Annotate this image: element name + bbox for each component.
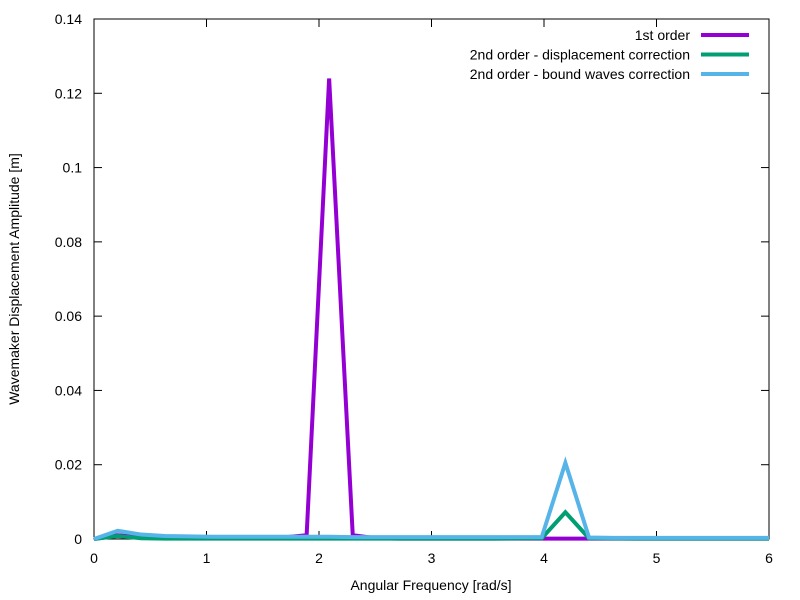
legend-label-3: 2nd order - bound waves correction [470, 66, 690, 82]
x-tick-label: 1 [203, 550, 211, 566]
plot-frame [93, 18, 770, 540]
y-tick-label: 0 [74, 531, 82, 547]
series-line-3 [93, 456, 769, 541]
y-tick-label: 0.12 [55, 85, 82, 101]
y-tick-label: 0.08 [55, 234, 82, 250]
y-tick-label: 0.02 [55, 457, 82, 473]
y-axis-label: Wavemaker Displacement Amplitude [m] [6, 153, 22, 405]
legend-label-2: 2nd order - displacement correction [470, 47, 690, 63]
x-tick-label: 3 [428, 550, 436, 566]
legend: 1st order 2nd order - displacement correc… [470, 27, 749, 82]
x-tick-label: 2 [315, 550, 323, 566]
x-tick-label: 0 [90, 550, 98, 566]
series-group [93, 78, 769, 541]
x-axis-label: Angular Frequency [rad/s] [350, 577, 511, 593]
ticks: 0 1 2 3 4 5 6 0 0.02 0.04 0.06 0.08 0.1 0.12 0.14 [55, 11, 773, 566]
x-tick-label: 5 [653, 550, 661, 566]
y-tick-label: 0.06 [55, 308, 82, 324]
y-tick-label: 0.04 [55, 382, 82, 398]
x-tick-label: 4 [540, 550, 548, 566]
x-tick-label: 6 [765, 550, 773, 566]
series-line-1 [93, 78, 769, 541]
y-tick-label: 0.14 [55, 11, 82, 27]
y-tick-label: 0.1 [63, 160, 83, 176]
legend-label-1: 1st order [635, 27, 691, 43]
